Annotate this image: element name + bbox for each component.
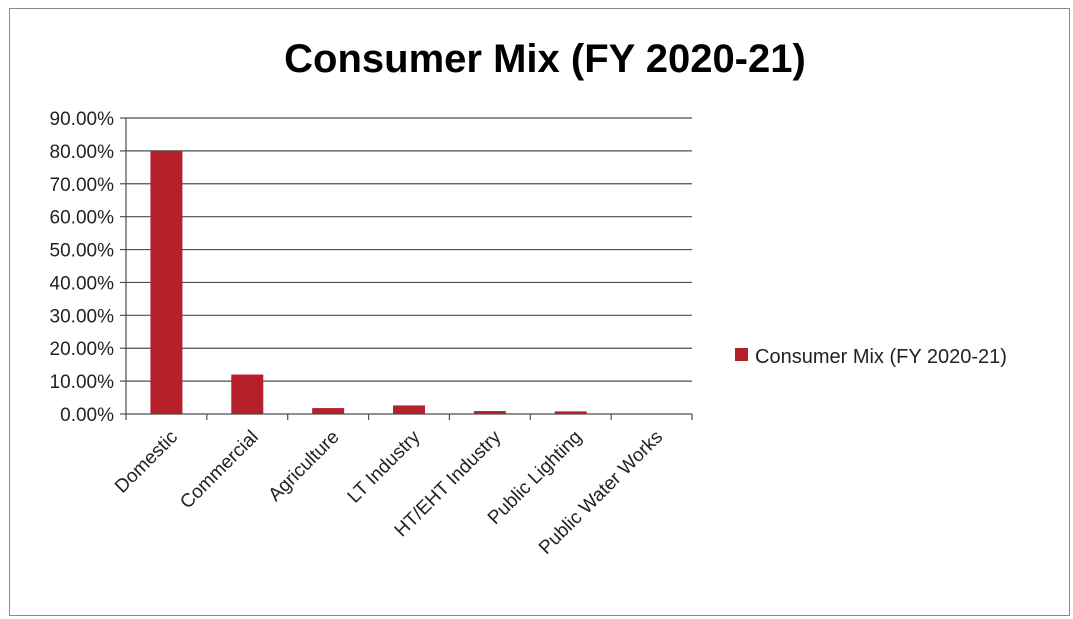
y-tick-label: 60.00% bbox=[50, 208, 115, 229]
y-tick-label: 30.00% bbox=[50, 306, 115, 327]
y-tick-label: 50.00% bbox=[50, 241, 115, 262]
bar bbox=[393, 405, 425, 414]
y-tick-label: 0.00% bbox=[60, 405, 114, 426]
chart-frame bbox=[9, 8, 1070, 616]
bar bbox=[473, 411, 506, 414]
legend: Consumer Mix (FY 2020-21) bbox=[735, 346, 1007, 368]
y-axis-ticks: 0.00% 10.00% 20.00% 30.00% 40.00% 50.00% 60.00… bbox=[50, 109, 126, 426]
chart-title: Consumer Mix (FY 2020-21) bbox=[284, 37, 806, 81]
axes bbox=[125, 118, 693, 420]
bars bbox=[150, 150, 668, 414]
bar bbox=[150, 150, 183, 414]
y-tick-label: 20.00% bbox=[50, 339, 115, 360]
y-tick-label: 10.00% bbox=[50, 372, 115, 393]
y-tick-label: 70.00% bbox=[50, 175, 115, 196]
bar bbox=[554, 411, 587, 414]
bar bbox=[231, 374, 264, 414]
x-tick-label: Domestic bbox=[111, 427, 182, 498]
x-tick-label: Commercial bbox=[176, 427, 263, 514]
bar bbox=[312, 408, 345, 414]
legend-swatch bbox=[735, 348, 748, 361]
legend-label: Consumer Mix (FY 2020-21) bbox=[755, 346, 1007, 368]
y-tick-label: 90.00% bbox=[50, 109, 115, 130]
y-tick-label: 80.00% bbox=[50, 142, 115, 163]
y-tick-label: 40.00% bbox=[50, 273, 115, 294]
gridlines bbox=[126, 117, 692, 382]
x-tick-label: Agriculture bbox=[265, 427, 344, 506]
x-tick-label: LT Industry bbox=[344, 426, 425, 507]
